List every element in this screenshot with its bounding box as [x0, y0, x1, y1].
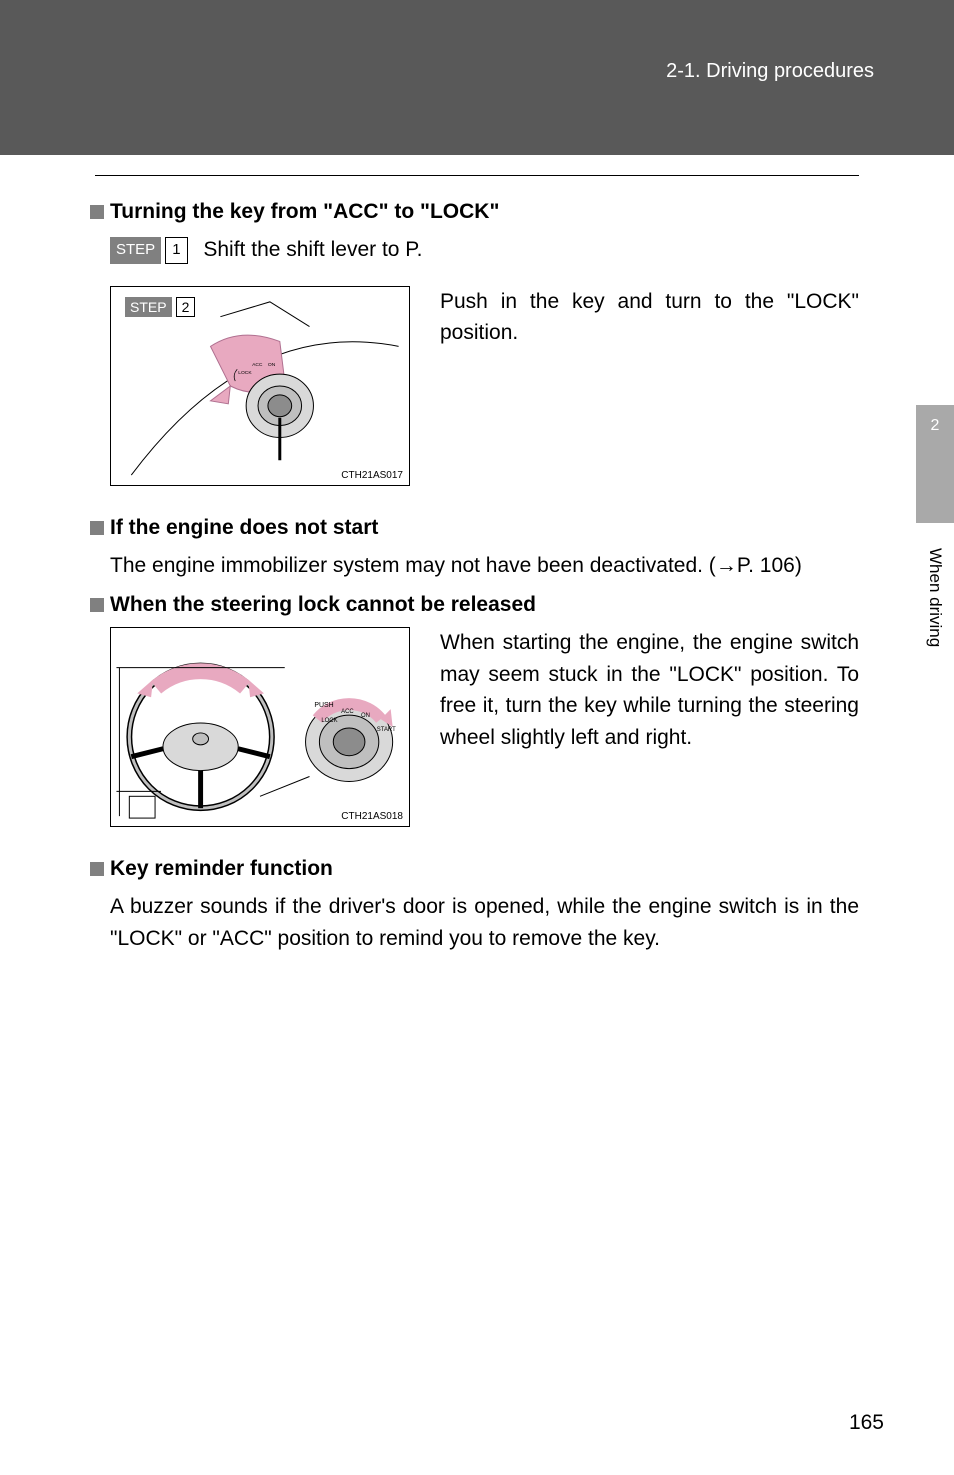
step-num: 2 [176, 297, 196, 317]
heading-text: Turning the key from "ACC" to "LOCK" [110, 200, 499, 224]
heading-text: If the engine does not start [110, 516, 378, 540]
svg-text:ON: ON [361, 713, 370, 719]
top-divider [95, 175, 859, 176]
heading-engine-not-start: If the engine does not start [90, 516, 859, 540]
step-1-text: Shift the shift lever to P. [203, 238, 422, 261]
breadcrumb: 2-1. Driving procedures [666, 60, 874, 83]
svg-text:PUSH: PUSH [314, 702, 333, 709]
square-marker-icon [90, 205, 104, 219]
chapter-label: When driving [916, 540, 954, 690]
heading-text: Key reminder function [110, 857, 333, 881]
page-content: Turning the key from "ACC" to "LOCK" STE… [90, 200, 859, 966]
text-b: P. 106) [737, 554, 802, 577]
key-reminder-text: A buzzer sounds if the driver's door is … [110, 891, 859, 954]
step-label: STEP [110, 237, 161, 264]
header-band: 2-1. Driving procedures [0, 0, 954, 155]
figure-row-1: STEP2 LOCK ACC ON CTH21AS017 Push in the… [110, 286, 859, 486]
heading-key-reminder: Key reminder function [90, 857, 859, 881]
svg-text:ON: ON [268, 362, 276, 368]
steering-diagram-icon: PUSH LOCK ACC ON START [111, 628, 409, 826]
square-marker-icon [90, 598, 104, 612]
svg-text:LOCK: LOCK [321, 718, 337, 724]
square-marker-icon [90, 862, 104, 876]
figure-steering-lock: PUSH LOCK ACC ON START CTH21AS018 [110, 627, 410, 827]
heading-text: When the steering lock cannot be release… [110, 593, 536, 617]
figure-row-2: PUSH LOCK ACC ON START CTH21AS018 When s… [110, 627, 859, 827]
steering-lock-text: When starting the engine, the engine swi… [440, 627, 859, 753]
chapter-tab: 2 [916, 405, 954, 523]
heading-steering-lock: When the steering lock cannot be release… [90, 593, 859, 617]
page-number: 165 [849, 1411, 884, 1435]
square-marker-icon [90, 521, 104, 535]
heading-turning-key: Turning the key from "ACC" to "LOCK" [90, 200, 859, 224]
figure-code: CTH21AS018 [341, 811, 403, 822]
svg-text:ACC: ACC [252, 362, 263, 368]
text-a: The engine immobilizer system may not ha… [110, 554, 716, 577]
svg-text:LOCK: LOCK [238, 370, 252, 376]
step-label: STEP [125, 297, 172, 317]
step-num: 1 [165, 237, 187, 264]
svg-text:ACC: ACC [341, 709, 354, 715]
immobilizer-text: The engine immobilizer system may not ha… [110, 550, 859, 582]
figure-ignition-lock: STEP2 LOCK ACC ON CTH21AS017 [110, 286, 410, 486]
figure-code: CTH21AS017 [341, 470, 403, 481]
step-2-text: Push in the key and turn to the "LOCK" p… [440, 286, 859, 349]
figure-step-badge: STEP2 [125, 297, 205, 317]
svg-text:START: START [377, 727, 396, 733]
step-1-line: STEP1 Shift the shift lever to P. [110, 234, 859, 266]
arrow-icon: → [716, 554, 737, 577]
chapter-number: 2 [931, 417, 940, 435]
